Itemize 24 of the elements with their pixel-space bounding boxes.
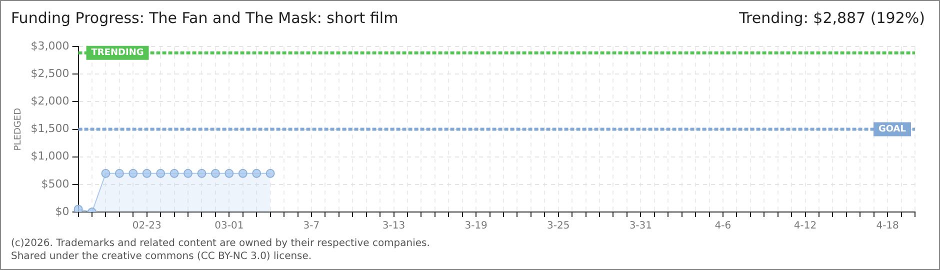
y-tick-label: $2,000 (30, 94, 70, 108)
x-tick-label: 4-18 (876, 220, 899, 232)
ref-line-label: GOAL (878, 124, 906, 135)
y-tick-label: $3,000 (30, 39, 70, 52)
y-tick-label: $500 (41, 177, 70, 190)
x-tick-label: 03-01 (214, 220, 244, 232)
x-tick-label: 4-6 (714, 220, 732, 232)
text: Shared under the creative commons (CC BY-NC 3.0) license. (11, 250, 313, 263)
x-tick-label: 3-31 (629, 220, 652, 232)
y-tick-label: $0 (55, 204, 70, 218)
x-tick-label: 3-25 (547, 220, 570, 232)
y-tick-label: $1,500 (30, 122, 70, 136)
x-tick-label: 3-13 (382, 220, 406, 232)
y-axis-title: PLEDGED (14, 108, 24, 151)
chart-subtitle: Trending: $2,887 (192%) (739, 9, 925, 27)
x-tick-label: 02-23 (132, 220, 162, 232)
chart-title: Funding Progress: The Fan and The Mask: short film (11, 9, 398, 27)
x-tick-label: 3-7 (303, 220, 320, 232)
x-tick-label: 4-12 (794, 220, 817, 232)
y-tick-label: $2,500 (30, 67, 70, 80)
text: (c)2026. Trademarks and related content are owned by their respective companies. (11, 237, 430, 250)
y-tick-label: $1,000 (30, 150, 70, 163)
ref-line-label: TRENDING (91, 48, 144, 58)
x-tick-label: 3-19 (464, 220, 488, 232)
